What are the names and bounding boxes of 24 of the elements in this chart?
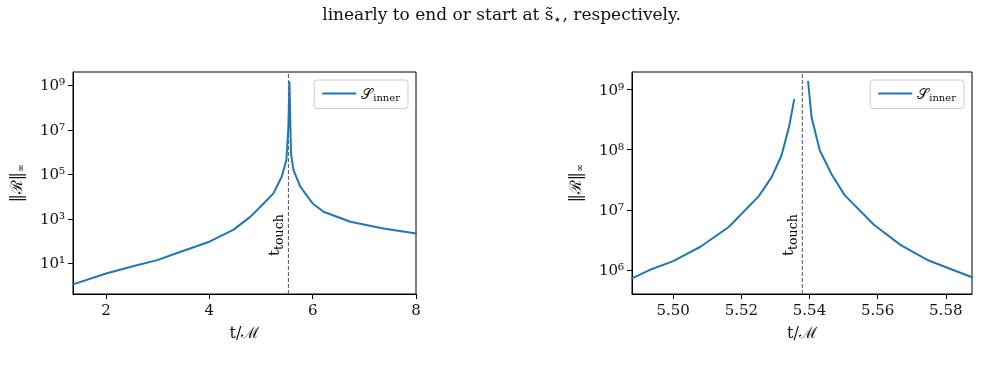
y-tick-label: 10⁷ [598,200,624,219]
y-tick-label: 10¹ [39,254,65,273]
x-tick-label: 5.50 [656,300,690,319]
x-tick-label: 6 [307,300,318,319]
x-tick-label: 5.52 [724,300,759,319]
y-tick-label: 10⁷ [39,120,65,139]
x-axis-title: t/ℳ [229,322,261,342]
x-tick-label: 5.58 [929,300,963,319]
y-tick-label: 10⁹ [39,76,65,95]
x-axis-title: t/ℳ [787,322,818,342]
y-axis-title: ‖ℛ‖∞ [565,163,585,203]
y-tick-label: 10³ [39,209,65,228]
x-tick-label: 5.54 [792,300,827,319]
y-tick-label: 10⁹ [598,80,624,99]
y-tick-label: 10⁶ [598,261,624,280]
x-tick-label: 5.56 [860,300,895,319]
y-axis-title: ‖ℛ‖∞ [6,163,26,203]
x-tick-label: 2 [101,300,111,319]
y-tick-label: 10⁸ [598,140,624,159]
line-series [72,81,417,286]
x-tick-label: 4 [204,300,215,319]
text: linearly to end or start at s̃$_{⋆}$, respectively. [321,4,682,28]
y-tick-label: 10⁵ [39,165,65,184]
x-tick-label: 8 [411,300,421,319]
